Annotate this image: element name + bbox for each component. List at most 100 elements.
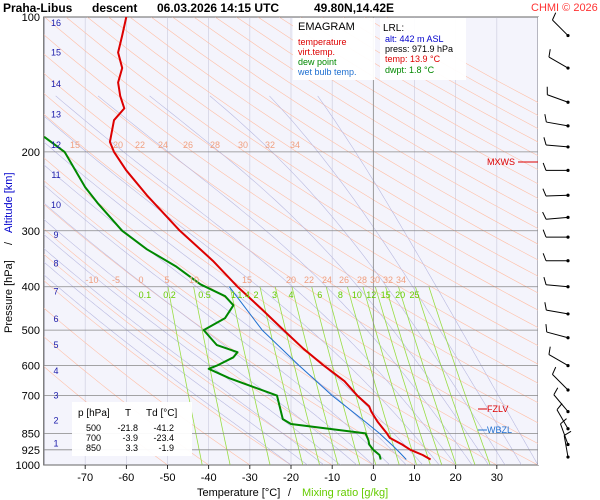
wind-barb-dot [566,442,570,447]
moist-adiabat [44,274,292,465]
wind-barb-dot [566,33,570,38]
altitude-tick-label: 1 [53,438,58,448]
table-r0-td: -41.2 [153,423,174,433]
wind-barb [542,253,570,263]
isotherm-label: 22 [304,275,314,285]
table-r1-td: -23.4 [153,433,174,443]
legend-temperature: temperature [298,37,347,47]
moist-adiabat [44,202,374,465]
moist-adiabat [317,95,538,465]
wind-barb-dot [566,364,570,368]
isotherm-label: 5 [164,275,169,285]
dry-adiabat [44,53,538,384]
altitude-tick-label: 5 [53,340,58,350]
wind-barb-staff [552,19,569,36]
header-coords: 49.80N,14.42E [314,1,394,15]
dry-adiabat [150,17,538,261]
pressure-tick-label: 200 [22,147,40,159]
pressure-tick-label: 925 [22,445,40,457]
legend-title: EMAGRAM [298,21,355,33]
altitude-tick-label: 9 [53,230,58,240]
header-station: Praha-Libus [3,1,73,15]
table-header-td: Td [°C] [146,408,177,419]
dry-adiabat [172,17,538,245]
wind-barb-dot [566,410,570,414]
wind-barb-dot [566,100,570,104]
isotherm-label: 22 [135,140,145,150]
wind-barb-staff [546,309,569,315]
mixing-ratio-labels: 0.1 0.2 0.5 1 1.4 2 3 4 6 8 10 12 15 20 25 [139,290,420,300]
altitude-tick-label: 12 [51,140,61,150]
lrl-alt: alt: 442 m ASL [385,34,444,44]
wind-barb-staff [546,121,569,127]
pressure-tick-label: 1000 [16,460,40,472]
isotherm-label: 0 [138,275,143,285]
wind-barb-staff [556,409,569,429]
moist-adiabat [97,95,473,465]
x-tick-label: 30 [491,472,503,484]
moist-adiabat [209,95,506,465]
dry-adiabat [44,34,538,365]
mixing-ratio-label: 10 [352,290,362,300]
altitude-tick-label: 15 [51,47,61,57]
wind-barb [544,302,570,316]
wind-barb-flag [542,229,547,238]
isotherm-label: 28 [210,140,220,150]
y-axis-slash: / [3,241,15,245]
isotherm-label: 32 [383,275,393,285]
pressure-tick-label: 600 [22,361,40,373]
wind-barb-staff [546,284,569,288]
table-r0-p: 500 [86,423,101,433]
table-header-t: T [125,408,131,419]
mixing-ratio-label: 2 [254,290,259,300]
moist-adiabat [149,95,489,465]
altitude-tick-label: 11 [51,170,60,180]
wind-barb-flag [542,162,547,171]
wind-barb-dot [566,124,570,128]
table-r0-t: -21.8 [117,423,138,433]
wind-barb-flag [563,430,572,436]
wind-barb-flag [542,253,547,261]
wind-barb [546,86,570,104]
mixing-ratio-label: 8 [338,290,343,300]
wind-barb [542,188,570,197]
sounding-curves [44,17,432,461]
wind-barb [543,276,570,289]
isotherm-label: 34 [290,140,300,150]
dry-adiabat [44,73,538,404]
mxws-label: MXWS [487,157,515,167]
mixing-ratio-label: 12 [366,290,376,300]
pressure-ticks: 100 200 300 400 500 600 700 850 925 1000 [16,12,40,472]
wind-barb-staff [548,56,569,69]
mixing-ratio-label: 25 [409,290,419,300]
table-r2-p: 850 [86,443,101,453]
pressure-tick-label: 500 [22,325,40,337]
wind-barb-flag [553,387,559,395]
pressure-tick-label: 400 [22,282,40,294]
temperature-ticks: -70 -60 -50 -40 -30 -20 -10 0 10 20 30 [77,465,503,484]
wind-barb-dot [566,66,570,70]
mixing-ratio-label: 1 [231,290,236,300]
mixing-ratio-label: 6 [317,290,322,300]
wind-barb-staff [545,194,569,197]
wind-barb [543,137,570,149]
isotherm-label: -5 [112,275,120,285]
wind-barb-staff [548,354,569,367]
x-axis-slash: / [288,487,292,499]
wind-barb-flag [544,302,547,311]
isotherm-label: 15 [70,140,80,150]
series-dew-point-line [44,135,382,460]
wind-barb [542,162,570,173]
pressure-lines [44,16,538,466]
altitude-tick-label: 8 [53,259,58,269]
dry-adiabat [44,93,538,424]
isotherm-label: -10 [85,275,98,285]
wind-barb [563,430,572,459]
wind-barb-staff [552,374,569,391]
wind-barb-staff [553,394,569,412]
wind-barb [542,211,570,220]
x-tick-label: 10 [408,472,420,484]
legend-virt-temp: virt.temp. [298,47,335,57]
moist-adiabat [44,261,308,465]
